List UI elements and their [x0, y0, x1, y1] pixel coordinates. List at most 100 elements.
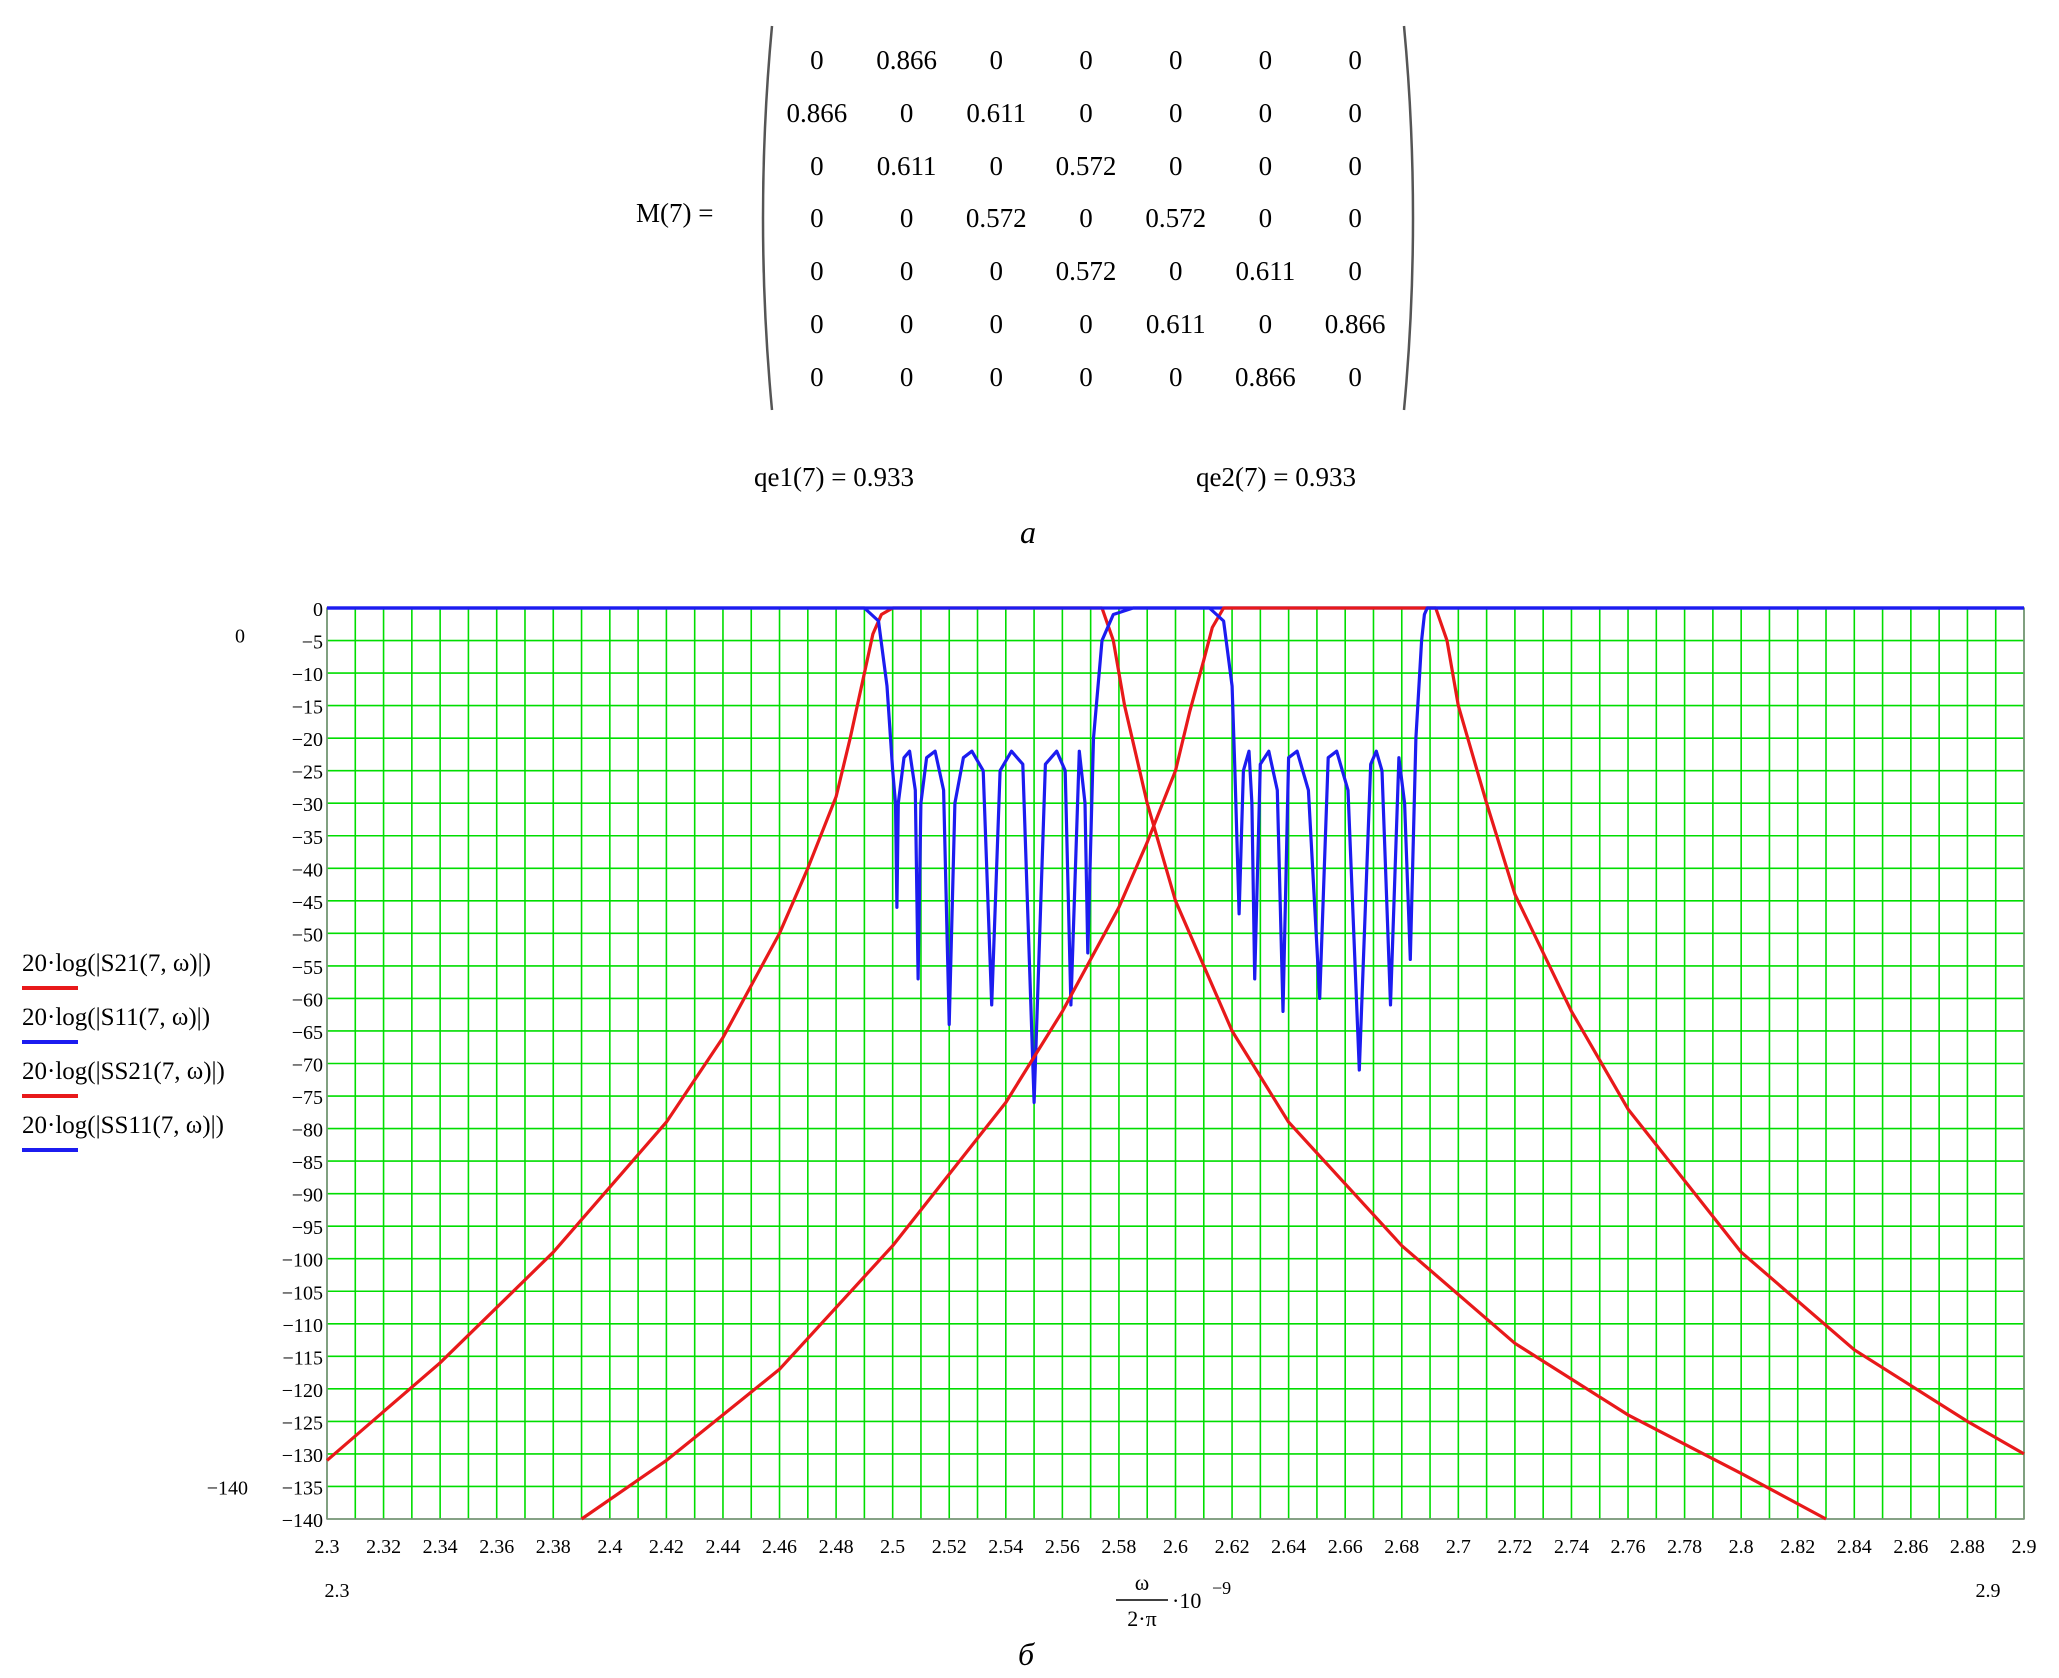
y-axis-bottom-label: −140 [207, 1477, 248, 1499]
matrix-cell: 0 [989, 150, 1004, 181]
x-axis-min-label: 2.3 [325, 1580, 350, 1602]
x-tick-label: 2.42 [649, 1536, 684, 1558]
x-tick-label: 2.74 [1554, 1536, 1589, 1558]
matrix-cell: 0 [810, 256, 824, 287]
matrix-cell: 0 [810, 203, 824, 234]
matrix-cell: 0.866 [786, 97, 848, 128]
y-tick-label: −90 [292, 1185, 323, 1207]
x-tick-label: 2.88 [1950, 1536, 1985, 1558]
matrix-cell: 0.572 [965, 203, 1027, 234]
matrix-cell: 0.611 [876, 150, 937, 181]
matrix-cell: 0 [1258, 309, 1273, 340]
matrix-cell: 0 [1348, 150, 1362, 181]
y-axis-top-label: 0 [235, 626, 245, 648]
y-tick-label: −65 [292, 1022, 323, 1044]
x-tick-label: 2.8 [1729, 1536, 1754, 1558]
x-tick-label: 2.62 [1215, 1536, 1250, 1558]
x-axis-max-label: 2.9 [1976, 1580, 2001, 1602]
matrix-cell: 0 [1348, 44, 1362, 75]
x-tick-label: 2.58 [1101, 1536, 1136, 1558]
y-tick-label: −95 [292, 1217, 323, 1239]
x-tick-label: 2.44 [705, 1536, 740, 1558]
matrix-cell: 0 [1258, 203, 1273, 234]
matrix-cell: 0 [989, 44, 1004, 75]
matrix-cell: 0 [1348, 362, 1362, 393]
y-tick-label: −45 [292, 892, 323, 914]
matrix-cell: 0 [989, 309, 1004, 340]
matrix-cell: 0.866 [1324, 309, 1386, 340]
y-tick-label: 0 [313, 599, 323, 621]
x-tick-label: 2.84 [1837, 1536, 1872, 1558]
x-label-numerator: ω [1135, 1570, 1149, 1595]
x-tick-label: 2.36 [479, 1536, 514, 1558]
y-tick-label: −105 [282, 1282, 323, 1304]
y-tick-label: −85 [292, 1152, 323, 1174]
x-tick-label: 2.3 [315, 1536, 340, 1558]
y-tick-label: −80 [292, 1120, 323, 1142]
matrix-cell: 0 [899, 256, 914, 287]
x-tick-label: 2.5 [880, 1536, 905, 1558]
legend-swatch-s21 [22, 986, 78, 990]
matrix-block: M(7) = 0 0.866 0 0 0 0 0 0.866 0 0.611 0 0 0 0 0 0.611 0… [0, 0, 2059, 560]
matrix-cell: 0 [1168, 362, 1183, 393]
matrix-cell: 0 [810, 309, 824, 340]
y-tick-label: −35 [292, 827, 323, 849]
y-tick-label: −125 [282, 1412, 323, 1434]
matrix-cell: 0 [1079, 203, 1093, 234]
matrix-grid: 0 0.866 0 0 0 0 0 0.866 0 0.611 0 0 0 0 0 0.611 0 0.572 0 0… [772, 34, 1400, 404]
legend-label-s11: 20·log(|S11(7, ω)|) [22, 1004, 211, 1031]
x-tick-label: 2.54 [988, 1536, 1023, 1558]
matrix-cell: 0 [1258, 44, 1273, 75]
qe1-value: qe1(7) = 0.933 [754, 462, 914, 492]
x-tick-label: 2.78 [1667, 1536, 1702, 1558]
y-tick-label: −130 [282, 1445, 323, 1467]
matrix-cell: 0 [1168, 256, 1183, 287]
matrix-cell: 0 [1168, 44, 1183, 75]
y-tick-label: −20 [292, 729, 323, 751]
y-tick-label: −15 [292, 697, 323, 719]
matrix-cell: 0 [1168, 150, 1183, 181]
y-tick-label: −100 [282, 1250, 323, 1272]
matrix-cell: 0 [1168, 97, 1183, 128]
x-tick-label: 2.48 [819, 1536, 854, 1558]
left-paren [761, 25, 774, 411]
matrix-cell: 0 [810, 150, 824, 181]
legend-swatch-ss11 [22, 1148, 78, 1152]
y-tick-label: −140 [282, 1510, 323, 1532]
x-tick-label: 2.56 [1045, 1536, 1080, 1558]
legend-label-ss21: 20·log(|SS21(7, ω)|) [22, 1058, 225, 1085]
matrix-cell: 0 [989, 362, 1004, 393]
matrix-cell: 0 [1258, 97, 1273, 128]
matrix-cell: 0.866 [1235, 362, 1296, 393]
legend-label-ss11: 20·log(|SS11(7, ω)|) [22, 1112, 224, 1139]
legend-swatch-s11 [22, 1040, 78, 1044]
matrix-cell: 0 [1079, 97, 1093, 128]
matrix-cell: 0 [899, 203, 914, 234]
x-tick-label: 2.68 [1384, 1536, 1419, 1558]
x-tick-label: 2.9 [2012, 1536, 2037, 1558]
y-tick-label: −30 [292, 794, 323, 816]
matrix-cell: 0.611 [1145, 309, 1206, 340]
x-tick-label: 2.38 [536, 1536, 571, 1558]
matrix-cell: 0 [810, 44, 824, 75]
x-tick-label: 2.76 [1611, 1536, 1646, 1558]
y-tick-label: −10 [292, 664, 323, 686]
matrix-cell: 0.611 [1235, 256, 1296, 287]
x-tick-label: 2.4 [597, 1536, 622, 1558]
series-ss21-line [580, 606, 2025, 1521]
y-tick-label: −50 [292, 924, 323, 946]
y-tick-label: −115 [282, 1347, 323, 1369]
matrix-cell: 0.572 [1055, 256, 1117, 287]
matrix-cell: 0.866 [876, 44, 937, 75]
matrix-cell: 0 [810, 362, 824, 393]
x-tick-label: 2.6 [1163, 1536, 1188, 1558]
matrix-cell: 0 [989, 256, 1004, 287]
y-tick-label: −135 [282, 1477, 323, 1499]
matrix-cell: 0 [1079, 309, 1093, 340]
legend-swatch-ss21 [22, 1094, 78, 1098]
matrix-cell: 0 [899, 362, 914, 393]
matrix-cell: 0 [1348, 97, 1362, 128]
matrix-cell: 0.611 [966, 97, 1027, 128]
y-tick-label: −55 [292, 957, 323, 979]
